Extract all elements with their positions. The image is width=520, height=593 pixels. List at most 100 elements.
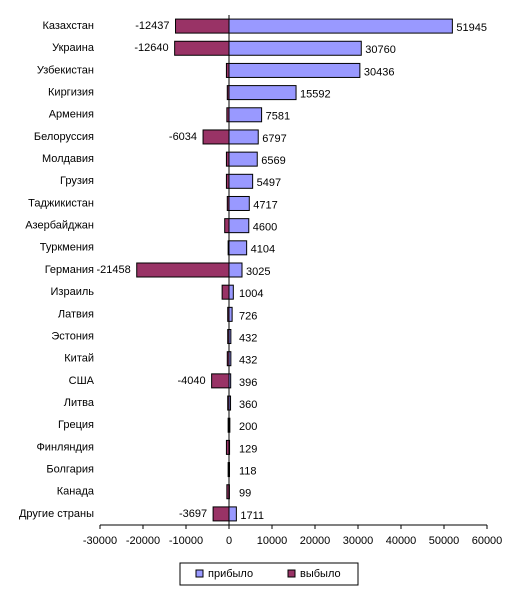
data-label: 51945 <box>456 22 487 34</box>
data-label: 396 <box>239 377 257 389</box>
legend-swatch <box>287 569 296 578</box>
data-label: -3697 <box>179 508 207 520</box>
data-label: 129 <box>239 443 257 455</box>
data-label: 1711 <box>240 510 264 522</box>
bar <box>227 329 230 345</box>
legend-label: прибыло <box>208 568 253 580</box>
x-tick-label: 50000 <box>429 535 460 547</box>
bar <box>228 129 259 145</box>
bar <box>225 173 230 189</box>
bar <box>228 262 243 278</box>
y-tick-label: Грузия <box>60 175 94 187</box>
x-tick-label: -30000 <box>83 535 117 547</box>
x-tick-label: 60000 <box>472 535 503 547</box>
y-tick-label: Греция <box>58 419 94 431</box>
bar <box>225 439 230 455</box>
legend-label: выбыло <box>300 568 341 580</box>
data-label: 432 <box>239 355 257 367</box>
data-label: -12437 <box>135 20 169 32</box>
bar <box>224 218 230 234</box>
x-tick-label: -20000 <box>126 535 160 547</box>
y-tick-label: Туркмения <box>40 242 94 254</box>
bar <box>211 373 230 389</box>
y-tick-label: Украина <box>52 42 95 54</box>
y-tick-label: Израиль <box>51 286 95 298</box>
data-label: 99 <box>239 488 251 500</box>
bar <box>228 85 297 101</box>
bar <box>228 506 237 522</box>
y-tick-label: Таджикистан <box>28 197 94 209</box>
bar <box>136 262 230 278</box>
bar <box>228 18 453 34</box>
bar <box>228 218 250 234</box>
y-tick-label: Другие страны <box>19 508 94 520</box>
bar <box>228 173 254 189</box>
y-tick-label: Латвия <box>58 308 94 320</box>
data-label: 6569 <box>261 155 285 167</box>
bar <box>227 395 230 411</box>
x-tick-label: 0 <box>226 535 232 547</box>
data-label: -12640 <box>134 42 168 54</box>
data-label: -6034 <box>169 131 197 143</box>
bar <box>175 18 230 34</box>
bar <box>228 62 361 78</box>
bar <box>227 417 230 433</box>
y-tick-label: Китай <box>64 353 94 365</box>
data-label: 5497 <box>257 177 281 189</box>
bar <box>226 195 230 211</box>
y-tick-label: Молдавия <box>42 153 94 165</box>
bar <box>174 40 230 56</box>
bar <box>228 40 362 56</box>
data-label: -21458 <box>96 264 130 276</box>
data-label: 118 <box>239 465 257 477</box>
bar <box>226 85 230 101</box>
data-label: 1004 <box>239 288 263 300</box>
y-tick-label: Финляндия <box>36 441 94 453</box>
y-tick-label: Казахстан <box>42 20 94 32</box>
data-label: 7581 <box>266 111 290 123</box>
data-label: 15592 <box>300 89 331 101</box>
bar <box>226 351 230 367</box>
legend-swatch <box>195 569 204 578</box>
y-tick-label: Киргизия <box>48 87 94 99</box>
x-tick-label: 40000 <box>386 535 417 547</box>
data-label: 4600 <box>253 222 277 234</box>
y-tick-label: Эстония <box>51 330 94 342</box>
data-label: 200 <box>239 421 257 433</box>
bar <box>202 129 230 145</box>
bar <box>226 484 230 500</box>
data-label: 432 <box>239 332 257 344</box>
x-tick-label: 30000 <box>343 535 374 547</box>
y-tick-label: Белоруссия <box>34 131 94 143</box>
y-tick-label: Литва <box>64 397 95 409</box>
data-label: 360 <box>239 399 257 411</box>
bar <box>228 240 248 256</box>
bar <box>212 506 230 522</box>
y-tick-label: Азербайджан <box>25 220 94 232</box>
data-label: 726 <box>239 310 257 322</box>
bar <box>228 195 250 211</box>
y-tick-label: Армения <box>49 109 94 121</box>
bar <box>225 151 230 167</box>
data-label: 30760 <box>365 44 396 56</box>
y-tick-label: США <box>69 375 95 387</box>
legend: прибыло выбыло <box>179 562 359 586</box>
data-label: 4717 <box>253 199 277 211</box>
legend-box <box>179 562 359 586</box>
y-tick-label: Узбекистан <box>37 64 94 76</box>
bar <box>227 306 230 322</box>
x-tick-label: 20000 <box>300 535 331 547</box>
bar <box>228 107 263 123</box>
bar <box>225 62 230 78</box>
bar <box>227 240 230 256</box>
x-tick-label: 10000 <box>257 535 288 547</box>
data-label: 30436 <box>364 66 395 78</box>
bar <box>226 107 230 123</box>
x-tick-label: -10000 <box>169 535 203 547</box>
y-tick-label: Канада <box>57 486 95 498</box>
data-label: -4040 <box>177 375 205 387</box>
y-tick-label: Болгария <box>46 463 94 475</box>
bar <box>228 151 258 167</box>
bar <box>228 284 234 300</box>
